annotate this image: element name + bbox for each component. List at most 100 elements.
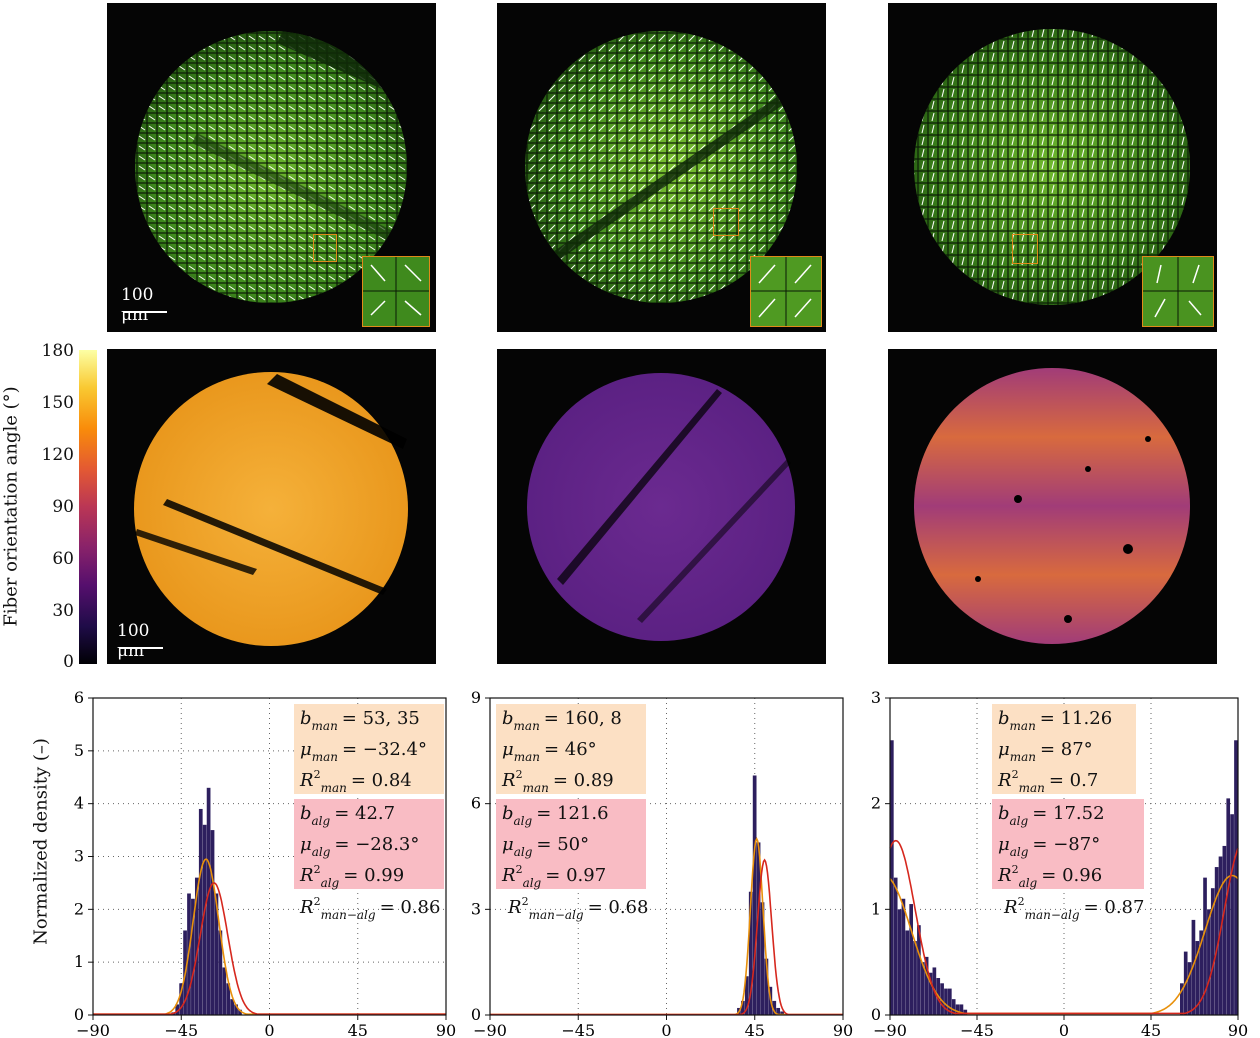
- colorbar: [79, 350, 97, 664]
- stats-algorithm-1: balg = 42.7 μalg = −28.3° R2alg = 0.99: [294, 799, 444, 890]
- histogram-bar: [951, 999, 956, 1015]
- stats-manual-3: bman = 11.26 μman = 87° R2man = 0.7: [992, 704, 1136, 795]
- histogram-bar: [756, 842, 761, 1015]
- y-tick-label: 0: [871, 1005, 881, 1024]
- fit-curve-algorithm: [93, 882, 446, 1016]
- zoom-box-2: [713, 208, 739, 236]
- zoom-box-1: [313, 234, 337, 262]
- histogram-bar: [748, 891, 753, 1015]
- histogram-bar: [744, 976, 749, 1015]
- x-tick-label: 0: [264, 1021, 274, 1038]
- stats-manual-2: bman = 160, 8 μman = 46° R2man = 0.89: [496, 704, 646, 795]
- histogram-bar: [210, 830, 215, 1015]
- histogram-bar: [1203, 877, 1207, 1015]
- stats-man-alg-1: R2man−alg = 0.86: [300, 895, 441, 922]
- x-tick-label: 45: [348, 1021, 368, 1038]
- scale-bar-label: 100 μm: [121, 285, 154, 325]
- stats-man-alg-3: R2man−alg = 0.87: [1004, 895, 1145, 922]
- stats-manual-1: bman = 53, 35 μman = −32.4° R2man = 0.84: [294, 704, 444, 795]
- histogram-bar: [905, 930, 910, 1015]
- histogram-bar: [238, 1009, 242, 1015]
- x-tick-label: −45: [960, 1021, 994, 1038]
- mu-man-value: −32.4°: [362, 739, 427, 760]
- histogram-bar: [944, 988, 948, 1015]
- x-tick-label: −90: [473, 1021, 507, 1038]
- histogram-bar: [948, 988, 952, 1015]
- y-tick-label: 3: [471, 899, 481, 918]
- b-alg-value: 17.52: [1053, 803, 1105, 824]
- fiber-image-panel-2: [497, 3, 826, 332]
- y-tick-label: 5: [74, 741, 84, 760]
- b-alg-value: 42.7: [355, 803, 396, 824]
- histogram-bar: [955, 1004, 960, 1015]
- y-tick-label: 1: [74, 952, 84, 971]
- mu-alg-value: −28.3°: [355, 834, 420, 855]
- y-tick-label: 0: [74, 1005, 84, 1024]
- y-tick-label: 9: [471, 688, 481, 707]
- x-tick-label: 90: [833, 1021, 853, 1038]
- colorbar-ticks: 180 150 120 90 60 30 0: [40, 336, 74, 676]
- y-tick-label: 0: [471, 1005, 481, 1024]
- histogram-bar: [1230, 814, 1234, 1015]
- y-tick-label: 3: [871, 688, 881, 707]
- histogram-bar: [913, 941, 917, 1015]
- r2-man-alg-value: 0.68: [608, 897, 649, 918]
- histogram-bar: [917, 925, 921, 1015]
- y-tick-label: 6: [74, 688, 84, 707]
- orientation-map-1: 100 μm: [107, 349, 436, 664]
- zoom-inset-1: [362, 256, 430, 327]
- histogram-bar: [1207, 909, 1211, 1015]
- r2-alg-value: 0.96: [1062, 865, 1103, 886]
- histogram-bar: [1199, 930, 1203, 1015]
- mu-man-value: 46°: [564, 739, 597, 760]
- fiber-image-1: [135, 31, 407, 303]
- colorbar-tick: 180: [41, 341, 74, 361]
- histogram-bar: [202, 824, 207, 1015]
- x-tick-label: −90: [873, 1021, 907, 1038]
- histogram-bar: [1214, 867, 1219, 1015]
- orientation-map-2: [497, 349, 826, 664]
- mu-alg-value: 50°: [557, 834, 590, 855]
- y-tick-label: 3: [74, 847, 84, 866]
- colorbar-tick: 90: [52, 497, 74, 517]
- histogram-bar: [179, 983, 184, 1015]
- stats-algorithm-3: balg = 17.52 μalg = −87° R2alg = 0.96: [992, 799, 1144, 890]
- histogram-bar: [1218, 856, 1223, 1015]
- x-tick-label: 0: [661, 1021, 671, 1038]
- histogram-bar: [893, 877, 898, 1015]
- histogram-bar: [206, 787, 211, 1015]
- histogram-bar: [226, 983, 231, 1015]
- fiber-image-panel-1: 100 μm: [107, 3, 436, 332]
- r2-man-value: 0.84: [371, 770, 412, 791]
- colorbar-tick: 120: [41, 445, 74, 465]
- r2-man-alg-value: 0.86: [400, 897, 441, 918]
- histogram-bar: [194, 877, 199, 1015]
- b-man-value: 53, 35: [362, 708, 420, 729]
- histogram-bar: [1180, 983, 1184, 1015]
- r2-alg-value: 0.99: [364, 865, 405, 886]
- x-tick-label: −45: [561, 1021, 595, 1038]
- histogram-bar: [234, 1004, 238, 1015]
- b-man-value: 160, 8: [564, 708, 622, 729]
- histogram-bar: [191, 898, 195, 1015]
- zoom-inset-2: [750, 256, 822, 327]
- colorbar-tick: 60: [52, 549, 74, 569]
- histogram-bar: [890, 740, 894, 1015]
- y-tick-label: 1: [871, 899, 881, 918]
- histogram-bar: [198, 808, 203, 1015]
- histogram-bar: [780, 1011, 784, 1015]
- histogram-bar: [959, 1004, 964, 1015]
- histogram-bar: [924, 956, 929, 1015]
- histogram-bar: [897, 909, 902, 1015]
- x-tick-label: 45: [1141, 1021, 1161, 1038]
- scale-bar-label: 100 μm: [117, 621, 150, 661]
- mu-alg-value: −87°: [1053, 834, 1101, 855]
- fit-curve-algorithm: [889, 839, 1239, 1015]
- histogram-bar: [901, 898, 906, 1015]
- b-man-value: 11.26: [1060, 708, 1113, 729]
- histogram-chart-3: −90−45045900123Fiber orientation angle (…: [871, 688, 1248, 1038]
- fiber-image-panel-3: [888, 3, 1217, 332]
- r2-man-value: 0.7: [1069, 770, 1099, 791]
- histogram-bar: [218, 930, 223, 1015]
- orientation-map-3: [888, 349, 1217, 664]
